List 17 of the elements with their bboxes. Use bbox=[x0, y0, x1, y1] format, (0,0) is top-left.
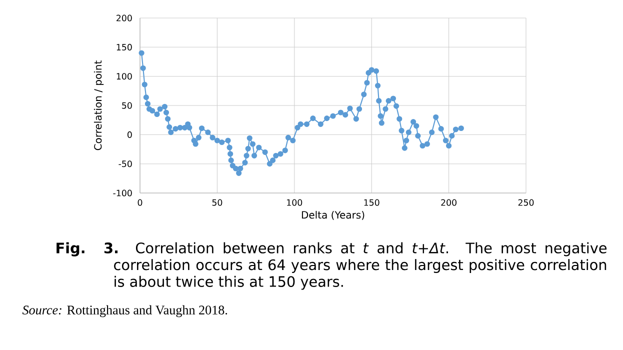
x-tick-label: 100 bbox=[287, 199, 302, 206]
x-tick-label: 150 bbox=[364, 199, 380, 206]
y-tick-label: 200 bbox=[116, 14, 132, 22]
x-tick-label: 50 bbox=[212, 199, 222, 206]
x-tick-label: 200 bbox=[441, 199, 456, 206]
y-tick-label: -50 bbox=[118, 160, 132, 168]
y-tick-label: 150 bbox=[116, 44, 132, 50]
y-tick-label: 100 bbox=[116, 73, 132, 80]
x-axis-title: Delta (Years) bbox=[302, 210, 364, 220]
x-tick-label: 250 bbox=[518, 199, 534, 206]
x-tick-label: 0 bbox=[138, 199, 142, 206]
y-axis-title: Correlation / point bbox=[94, 60, 104, 150]
y-tick-label: 50 bbox=[122, 102, 132, 109]
text: Source: Rottinghaus and Vaughn 2018. bbox=[22, 305, 228, 318]
text: Fig. 3. Correlation between ranks at t and t+Δt. The most negative correlation occurs at 64 years where the largest positive correlation is about twice this at 150 years. bbox=[56, 242, 607, 290]
y-tick-label: 0 bbox=[128, 131, 132, 138]
y-tick-label: -100 bbox=[113, 190, 132, 196]
